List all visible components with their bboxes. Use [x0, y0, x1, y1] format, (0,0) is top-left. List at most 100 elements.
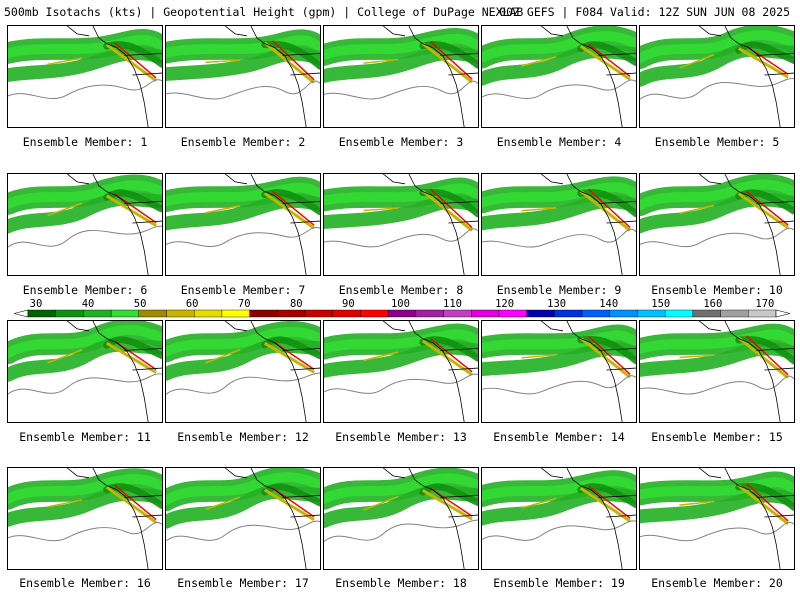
jet-stream-map: [324, 321, 478, 422]
jet-stream-map: [482, 468, 636, 569]
colorbar-swatch: [138, 309, 167, 318]
colorbar-swatch: [277, 309, 306, 318]
ensemble-panel: [639, 25, 795, 128]
colorbar-tick-label: 140: [599, 298, 618, 310]
ensemble-member-label: Ensemble Member: 17: [177, 576, 309, 590]
jet-stream-map: [166, 321, 320, 422]
colorbar: 30 40 50 60 70 80 90 100 110 120 130 140 150 160 170: [14, 297, 790, 321]
colorbar-swatch: [471, 309, 500, 318]
jet-stream-map: [8, 468, 162, 569]
colorbar-svg: 30 40 50 60 70 80 90 100 110 120 130 140 150 160 170: [14, 298, 790, 318]
ensemble-member-label: Ensemble Member: 12: [177, 430, 309, 444]
colorbar-swatch: [166, 309, 195, 318]
header-valid-time: 00Z GEFS | F084 Valid: 12Z SUN JUN 08 20…: [499, 5, 790, 19]
ensemble-member-label: Ensemble Member: 7: [180, 283, 306, 297]
ensemble-panel: [7, 320, 163, 423]
jet-stream-map: [166, 26, 320, 127]
ensemble-member-label: Ensemble Member: 8: [338, 283, 464, 297]
colorbar-tick-label: 170: [755, 298, 774, 310]
colorbar-swatch: [304, 309, 333, 318]
jet-stream-map: [482, 321, 636, 422]
ensemble-panel: [165, 173, 321, 276]
ensemble-panel: [7, 467, 163, 570]
ensemble-member-label: Ensemble Member: 13: [335, 430, 467, 444]
colorbar-tick-label: 90: [342, 298, 355, 310]
ensemble-panel: [639, 467, 795, 570]
colorbar-tick-label: 30: [30, 298, 43, 310]
jet-stream-map: [640, 468, 794, 569]
ensemble-panel: [639, 173, 795, 276]
colorbar-swatch: [194, 309, 223, 318]
colorbar-swatch: [83, 309, 112, 318]
ensemble-member-label: Ensemble Member: 15: [651, 430, 783, 444]
jet-stream-map: [324, 174, 478, 275]
ensemble-panel: [481, 25, 637, 128]
jet-stream-map: [166, 468, 320, 569]
ensemble-member-label: Ensemble Member: 3: [338, 135, 464, 149]
jet-stream-map: [640, 26, 794, 127]
colorbar-tick-label: 150: [651, 298, 670, 310]
ensemble-member-label: Ensemble Member: 6: [22, 283, 148, 297]
jet-stream-map: [324, 26, 478, 127]
ensemble-panel: [481, 320, 637, 423]
colorbar-swatch: [387, 309, 417, 318]
colorbar-swatch: [720, 309, 749, 318]
colorbar-tick-label: 110: [443, 298, 462, 310]
ensemble-member-label: Ensemble Member: 9: [496, 283, 622, 297]
colorbar-swatch: [498, 309, 527, 318]
ensemble-member-label: Ensemble Member: 11: [19, 430, 151, 444]
ensemble-member-label: Ensemble Member: 4: [496, 135, 622, 149]
jet-stream-map: [640, 174, 794, 275]
ensemble-panel: [7, 25, 163, 128]
colorbar-swatch: [637, 309, 666, 318]
jet-stream-map: [8, 321, 162, 422]
colorbar-swatch: [554, 309, 583, 318]
colorbar-tick-label: 160: [703, 298, 722, 310]
colorbar-swatch: [360, 309, 389, 318]
colorbar-tick-label: 50: [134, 298, 147, 310]
ensemble-panel: [323, 320, 479, 423]
ensemble-member-label: Ensemble Member: 20: [651, 576, 783, 590]
ensemble-panel: [639, 320, 795, 423]
colorbar-tick-label: 80: [290, 298, 303, 310]
ensemble-member-label: Ensemble Member: 19: [493, 576, 625, 590]
colorbar-swatch: [443, 309, 472, 318]
header-title: 500mb Isotachs (kts) | Geopotential Heig…: [4, 5, 524, 19]
colorbar-swatch: [55, 309, 84, 318]
jet-stream-map: [640, 321, 794, 422]
ensemble-member-label: Ensemble Member: 1: [22, 135, 148, 149]
colorbar-tick-label: 100: [391, 298, 410, 310]
ensemble-panel: [323, 467, 479, 570]
colorbar-tick-label: 130: [547, 298, 566, 310]
colorbar-swatch: [581, 309, 610, 318]
colorbar-swatch: [221, 309, 250, 318]
jet-stream-map: [8, 26, 162, 127]
ensemble-panel: [165, 320, 321, 423]
ensemble-member-label: Ensemble Member: 16: [19, 576, 151, 590]
colorbar-swatch: [415, 309, 444, 318]
colorbar-tick-label: 60: [186, 298, 199, 310]
colorbar-swatch: [526, 309, 555, 318]
ensemble-member-label: Ensemble Member: 5: [654, 135, 780, 149]
colorbar-swatch: [692, 309, 721, 318]
jet-stream-map: [8, 174, 162, 275]
colorbar-tick-label: 120: [495, 298, 514, 310]
ensemble-panel: [323, 173, 479, 276]
colorbar-swatch: [748, 309, 777, 318]
colorbar-swatch: [609, 309, 638, 318]
colorbar-swatch: [664, 309, 694, 318]
jet-stream-map: [166, 174, 320, 275]
ensemble-member-label: Ensemble Member: 2: [180, 135, 306, 149]
colorbar-tick-label: 40: [82, 298, 95, 310]
colorbar-swatch: [249, 309, 278, 318]
ensemble-panel: [165, 467, 321, 570]
jet-stream-map: [482, 174, 636, 275]
ensemble-panel: [7, 173, 163, 276]
colorbar-swatch: [332, 309, 361, 318]
ensemble-member-label: Ensemble Member: 14: [493, 430, 625, 444]
ensemble-panel: [481, 467, 637, 570]
ensemble-panel: [165, 25, 321, 128]
jet-stream-map: [324, 468, 478, 569]
ensemble-member-label: Ensemble Member: 18: [335, 576, 467, 590]
colorbar-swatch: [110, 309, 140, 318]
